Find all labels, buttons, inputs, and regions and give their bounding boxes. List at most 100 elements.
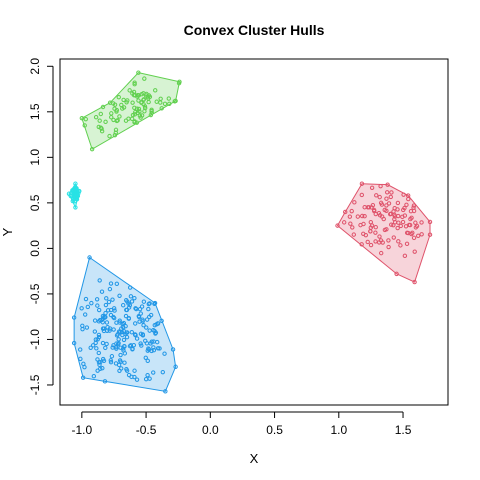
cluster-3-point bbox=[130, 347, 135, 352]
cluster-3-point bbox=[93, 337, 99, 342]
cluster-3-point bbox=[141, 299, 147, 304]
cluster-2-point bbox=[89, 146, 95, 152]
cluster-3-point bbox=[146, 301, 151, 307]
cluster-3-point bbox=[136, 314, 142, 320]
cluster-1-point bbox=[362, 213, 367, 219]
cluster-1-point bbox=[377, 194, 382, 200]
cluster-3-point bbox=[95, 303, 100, 308]
cluster-2-point bbox=[137, 113, 143, 118]
cluster-2-point bbox=[79, 115, 85, 121]
cluster-4-point bbox=[71, 192, 77, 197]
cluster-2-point bbox=[117, 114, 122, 119]
cluster-3-point bbox=[162, 351, 167, 356]
cluster-2-point bbox=[172, 99, 177, 104]
cluster-1-point bbox=[348, 221, 353, 226]
cluster-2-point bbox=[98, 125, 104, 130]
cluster-3-point bbox=[144, 317, 150, 322]
cluster-3-point bbox=[155, 339, 160, 345]
cluster-1-point bbox=[368, 242, 374, 248]
y-tick-label: 0.0 bbox=[28, 240, 42, 257]
cluster-1-point bbox=[385, 182, 390, 187]
cluster-1-point bbox=[388, 194, 393, 200]
cluster-1-point bbox=[384, 196, 389, 201]
cluster-2-point bbox=[153, 88, 158, 93]
cluster-3-point bbox=[163, 389, 168, 394]
cluster-3-point bbox=[146, 314, 152, 320]
cluster-1-point bbox=[392, 212, 397, 218]
cluster-1-point bbox=[365, 205, 371, 210]
cluster-2-point bbox=[176, 81, 182, 86]
cluster-2-point bbox=[109, 111, 114, 116]
cluster-3-point bbox=[152, 328, 157, 334]
cluster-3-point bbox=[106, 299, 112, 305]
y-tick-label: -1.0 bbox=[28, 329, 42, 350]
cluster-2-point bbox=[115, 118, 120, 123]
y-axis-label: Y bbox=[0, 227, 15, 236]
cluster-3-point bbox=[147, 328, 152, 333]
cluster-3-point bbox=[121, 348, 126, 353]
cluster-1-point bbox=[392, 205, 397, 211]
x-axis-label: X bbox=[250, 451, 259, 466]
cluster-3-point bbox=[151, 347, 157, 353]
cluster-3-point bbox=[80, 323, 85, 328]
cluster-3-point bbox=[126, 372, 132, 378]
cluster-2-point bbox=[137, 109, 142, 114]
cluster-3-point bbox=[124, 367, 129, 372]
cluster-2-point bbox=[132, 80, 137, 85]
cluster-3-point bbox=[123, 324, 128, 329]
cluster-2-point bbox=[149, 107, 154, 113]
cluster-3-point bbox=[94, 297, 100, 302]
cluster-1-point bbox=[351, 232, 357, 237]
cluster-3-point bbox=[143, 355, 148, 360]
cluster-3-point bbox=[84, 325, 90, 330]
point-layer bbox=[66, 70, 433, 394]
cluster-3-point bbox=[144, 325, 149, 330]
cluster-3-point bbox=[78, 356, 83, 362]
cluster-3-point bbox=[122, 343, 127, 349]
chart-title: Convex Cluster Hulls bbox=[184, 22, 325, 38]
cluster-1-point bbox=[349, 208, 354, 214]
y-tick-label: 2.0 bbox=[28, 58, 42, 75]
cluster-2-point bbox=[166, 96, 171, 101]
cluster-3-point bbox=[133, 332, 138, 338]
cluster-1-point bbox=[378, 183, 383, 189]
cluster-3-point bbox=[71, 315, 77, 320]
cluster-3-point bbox=[113, 361, 119, 366]
cluster-3-point bbox=[173, 364, 178, 369]
cluster-1-point bbox=[411, 235, 417, 241]
cluster-3-point bbox=[123, 313, 129, 319]
cluster-3-point bbox=[133, 321, 138, 326]
cluster-3-point bbox=[102, 379, 108, 384]
cluster-3-point bbox=[85, 304, 91, 310]
cluster-3-point bbox=[134, 306, 139, 312]
cluster-3-point bbox=[114, 281, 120, 287]
cluster-3-point bbox=[120, 303, 126, 308]
cluster-3-point bbox=[96, 307, 102, 313]
y-tick-label: -1.5 bbox=[28, 374, 42, 395]
cluster-3-point bbox=[100, 366, 105, 371]
cluster-1-point bbox=[395, 200, 401, 206]
cluster-3-point bbox=[139, 304, 145, 309]
cluster-3-point bbox=[90, 343, 96, 348]
cluster-1-point bbox=[377, 234, 382, 239]
cluster-2-point bbox=[142, 104, 148, 109]
cluster-1-point bbox=[359, 181, 365, 186]
cluster-3-point bbox=[138, 341, 143, 346]
cluster-3-point bbox=[117, 293, 122, 298]
x-tick-label: -1.0 bbox=[71, 423, 92, 437]
cluster-3-point bbox=[128, 343, 134, 348]
cluster-2-point bbox=[154, 99, 159, 104]
cluster-3-point bbox=[123, 331, 128, 337]
cluster-1-point bbox=[427, 232, 433, 237]
cluster-3-point bbox=[138, 311, 143, 316]
cluster-1-point bbox=[404, 202, 409, 208]
cluster-3-point bbox=[97, 366, 103, 371]
cluster-1-point bbox=[384, 208, 389, 213]
cluster-1-point bbox=[401, 192, 406, 197]
cluster-3-point bbox=[97, 317, 103, 323]
cluster-2-point bbox=[162, 101, 168, 107]
cluster-3-point bbox=[134, 377, 140, 382]
cluster-1-point bbox=[419, 232, 424, 237]
cluster-2-point bbox=[83, 116, 89, 122]
cluster-4-point bbox=[75, 193, 81, 199]
